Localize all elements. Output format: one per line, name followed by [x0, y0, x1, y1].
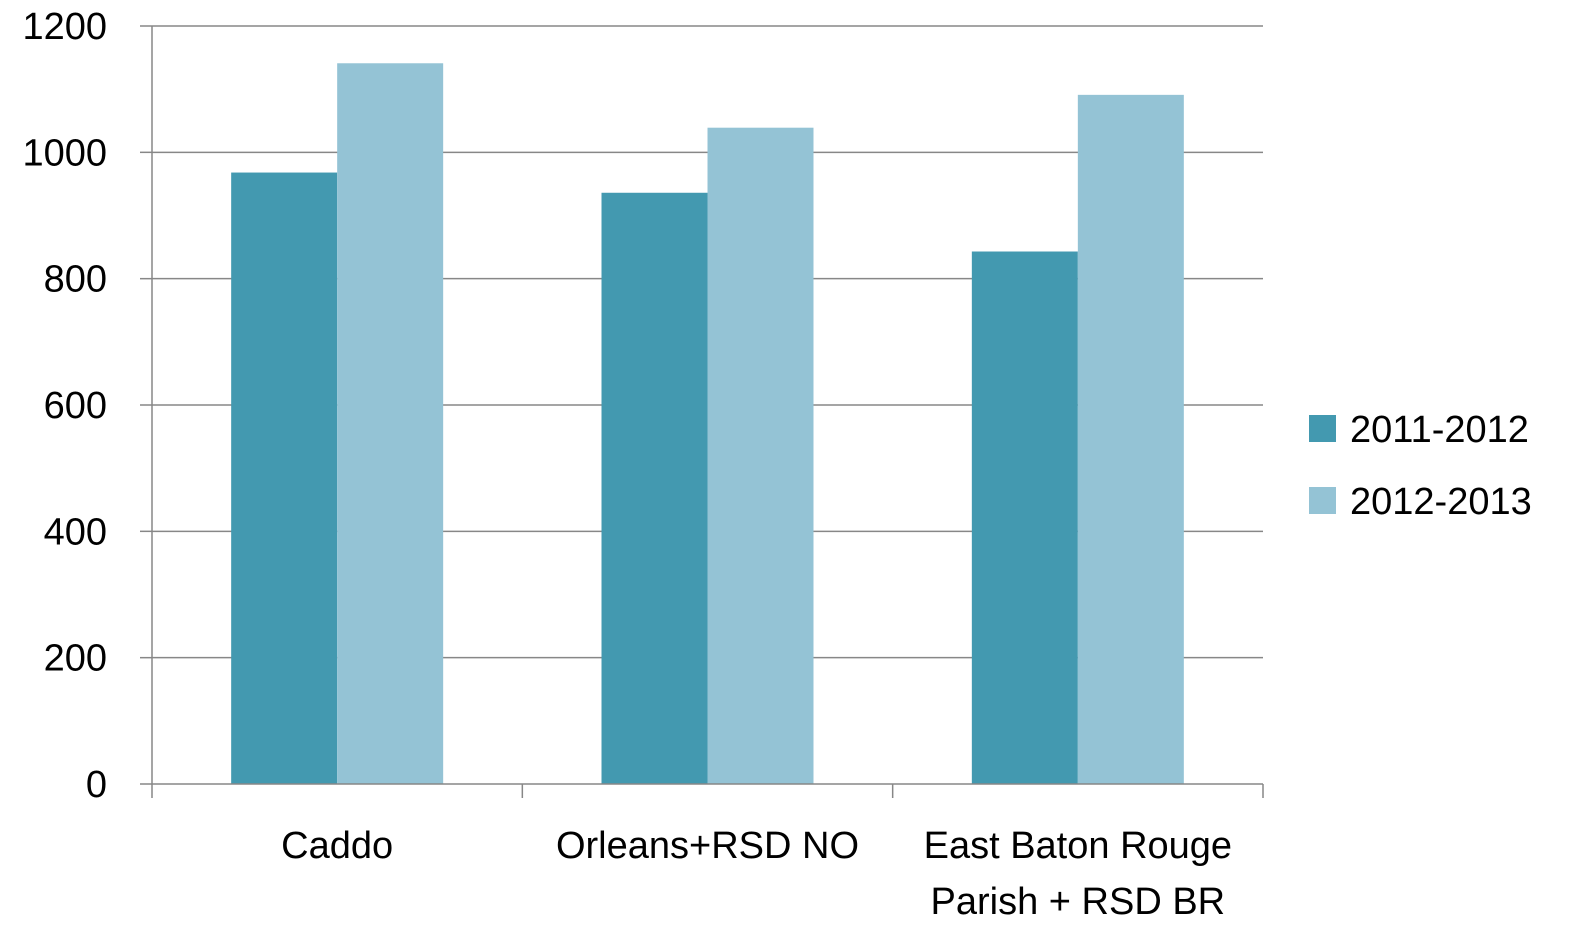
- legend-swatch: [1309, 487, 1336, 514]
- bar-2011-2012-2: [971, 251, 1078, 784]
- bar-2012-2013-0: [337, 63, 444, 785]
- legend-label: 2012-2013: [1350, 481, 1532, 523]
- y-tick-label: 600: [44, 385, 107, 427]
- x-category-label: Parish + RSD BR: [931, 881, 1226, 923]
- bar-2012-2013-2: [1077, 94, 1184, 784]
- y-tick-label: 400: [44, 511, 107, 553]
- bar-2011-2012-1: [601, 192, 708, 784]
- bars: [231, 63, 1184, 785]
- y-tick-label: 200: [44, 638, 107, 680]
- legend: 2011-2012 2012-2013: [1309, 409, 1532, 523]
- y-tick-label: 0: [86, 764, 107, 806]
- x-category-label: East Baton Rouge: [924, 825, 1232, 867]
- y-tick-label: 1200: [22, 6, 107, 48]
- axes: 0 200 400 600 800 1000 1200 Caddo Orleans+RSD NO…: [22, 6, 1264, 923]
- bar-2011-2012-0: [231, 172, 338, 785]
- bar-2012-2013-1: [707, 127, 814, 784]
- y-tick-label: 800: [44, 259, 107, 301]
- legend-label: 2011-2012: [1350, 409, 1529, 451]
- y-tick-label: 1000: [22, 132, 107, 174]
- x-category-label: Orleans+RSD NO: [556, 825, 859, 867]
- x-category-label: Caddo: [281, 825, 393, 867]
- legend-swatch: [1309, 415, 1336, 442]
